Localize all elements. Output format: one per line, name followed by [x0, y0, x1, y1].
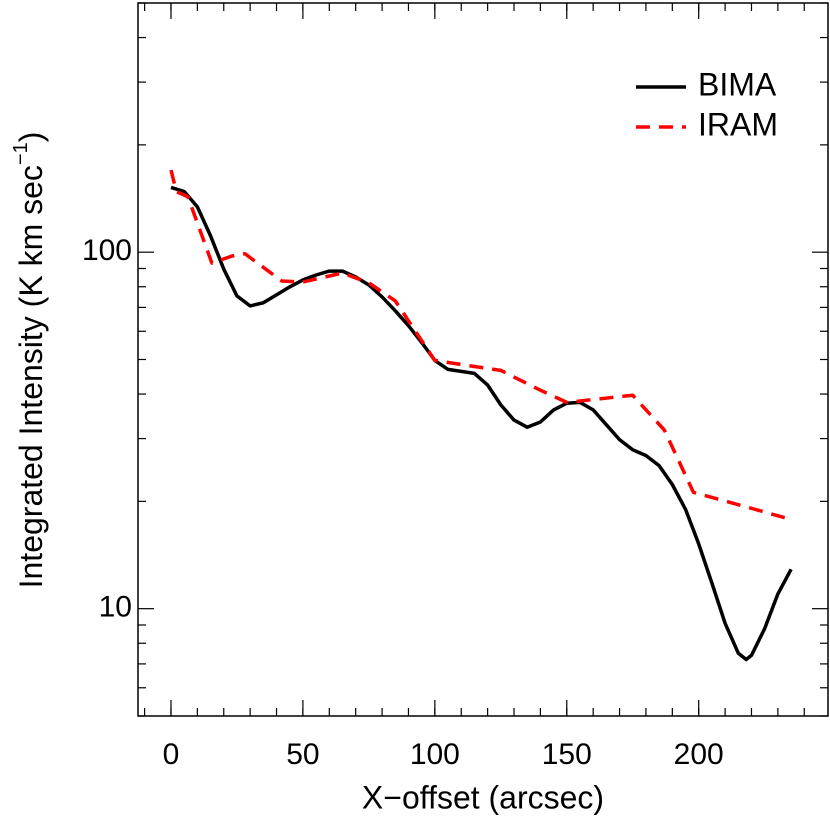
x-tick-label: 0	[163, 738, 180, 771]
x-tick-label: 100	[410, 738, 460, 771]
y-axis-title-sup: −1	[10, 142, 32, 165]
y-axis-title-main: Integrated Intensity (K km sec	[13, 165, 49, 588]
y-axis-title-end: )	[13, 132, 49, 143]
y-tick-label: 10	[99, 591, 132, 624]
y-axis-title: Integrated Intensity (K km sec−1)	[10, 132, 49, 589]
y-tick-label: 100	[82, 234, 132, 267]
x-tick-label: 200	[674, 738, 724, 771]
series-line	[169, 169, 792, 522]
legend-label: IRAM	[698, 106, 778, 142]
legend-label: BIMA	[698, 66, 777, 102]
x-axis-title: X−offset (arcsec)	[362, 779, 604, 815]
x-tick-label: 150	[542, 738, 592, 771]
series-line	[170, 185, 793, 662]
x-tick-label: 50	[286, 738, 319, 771]
